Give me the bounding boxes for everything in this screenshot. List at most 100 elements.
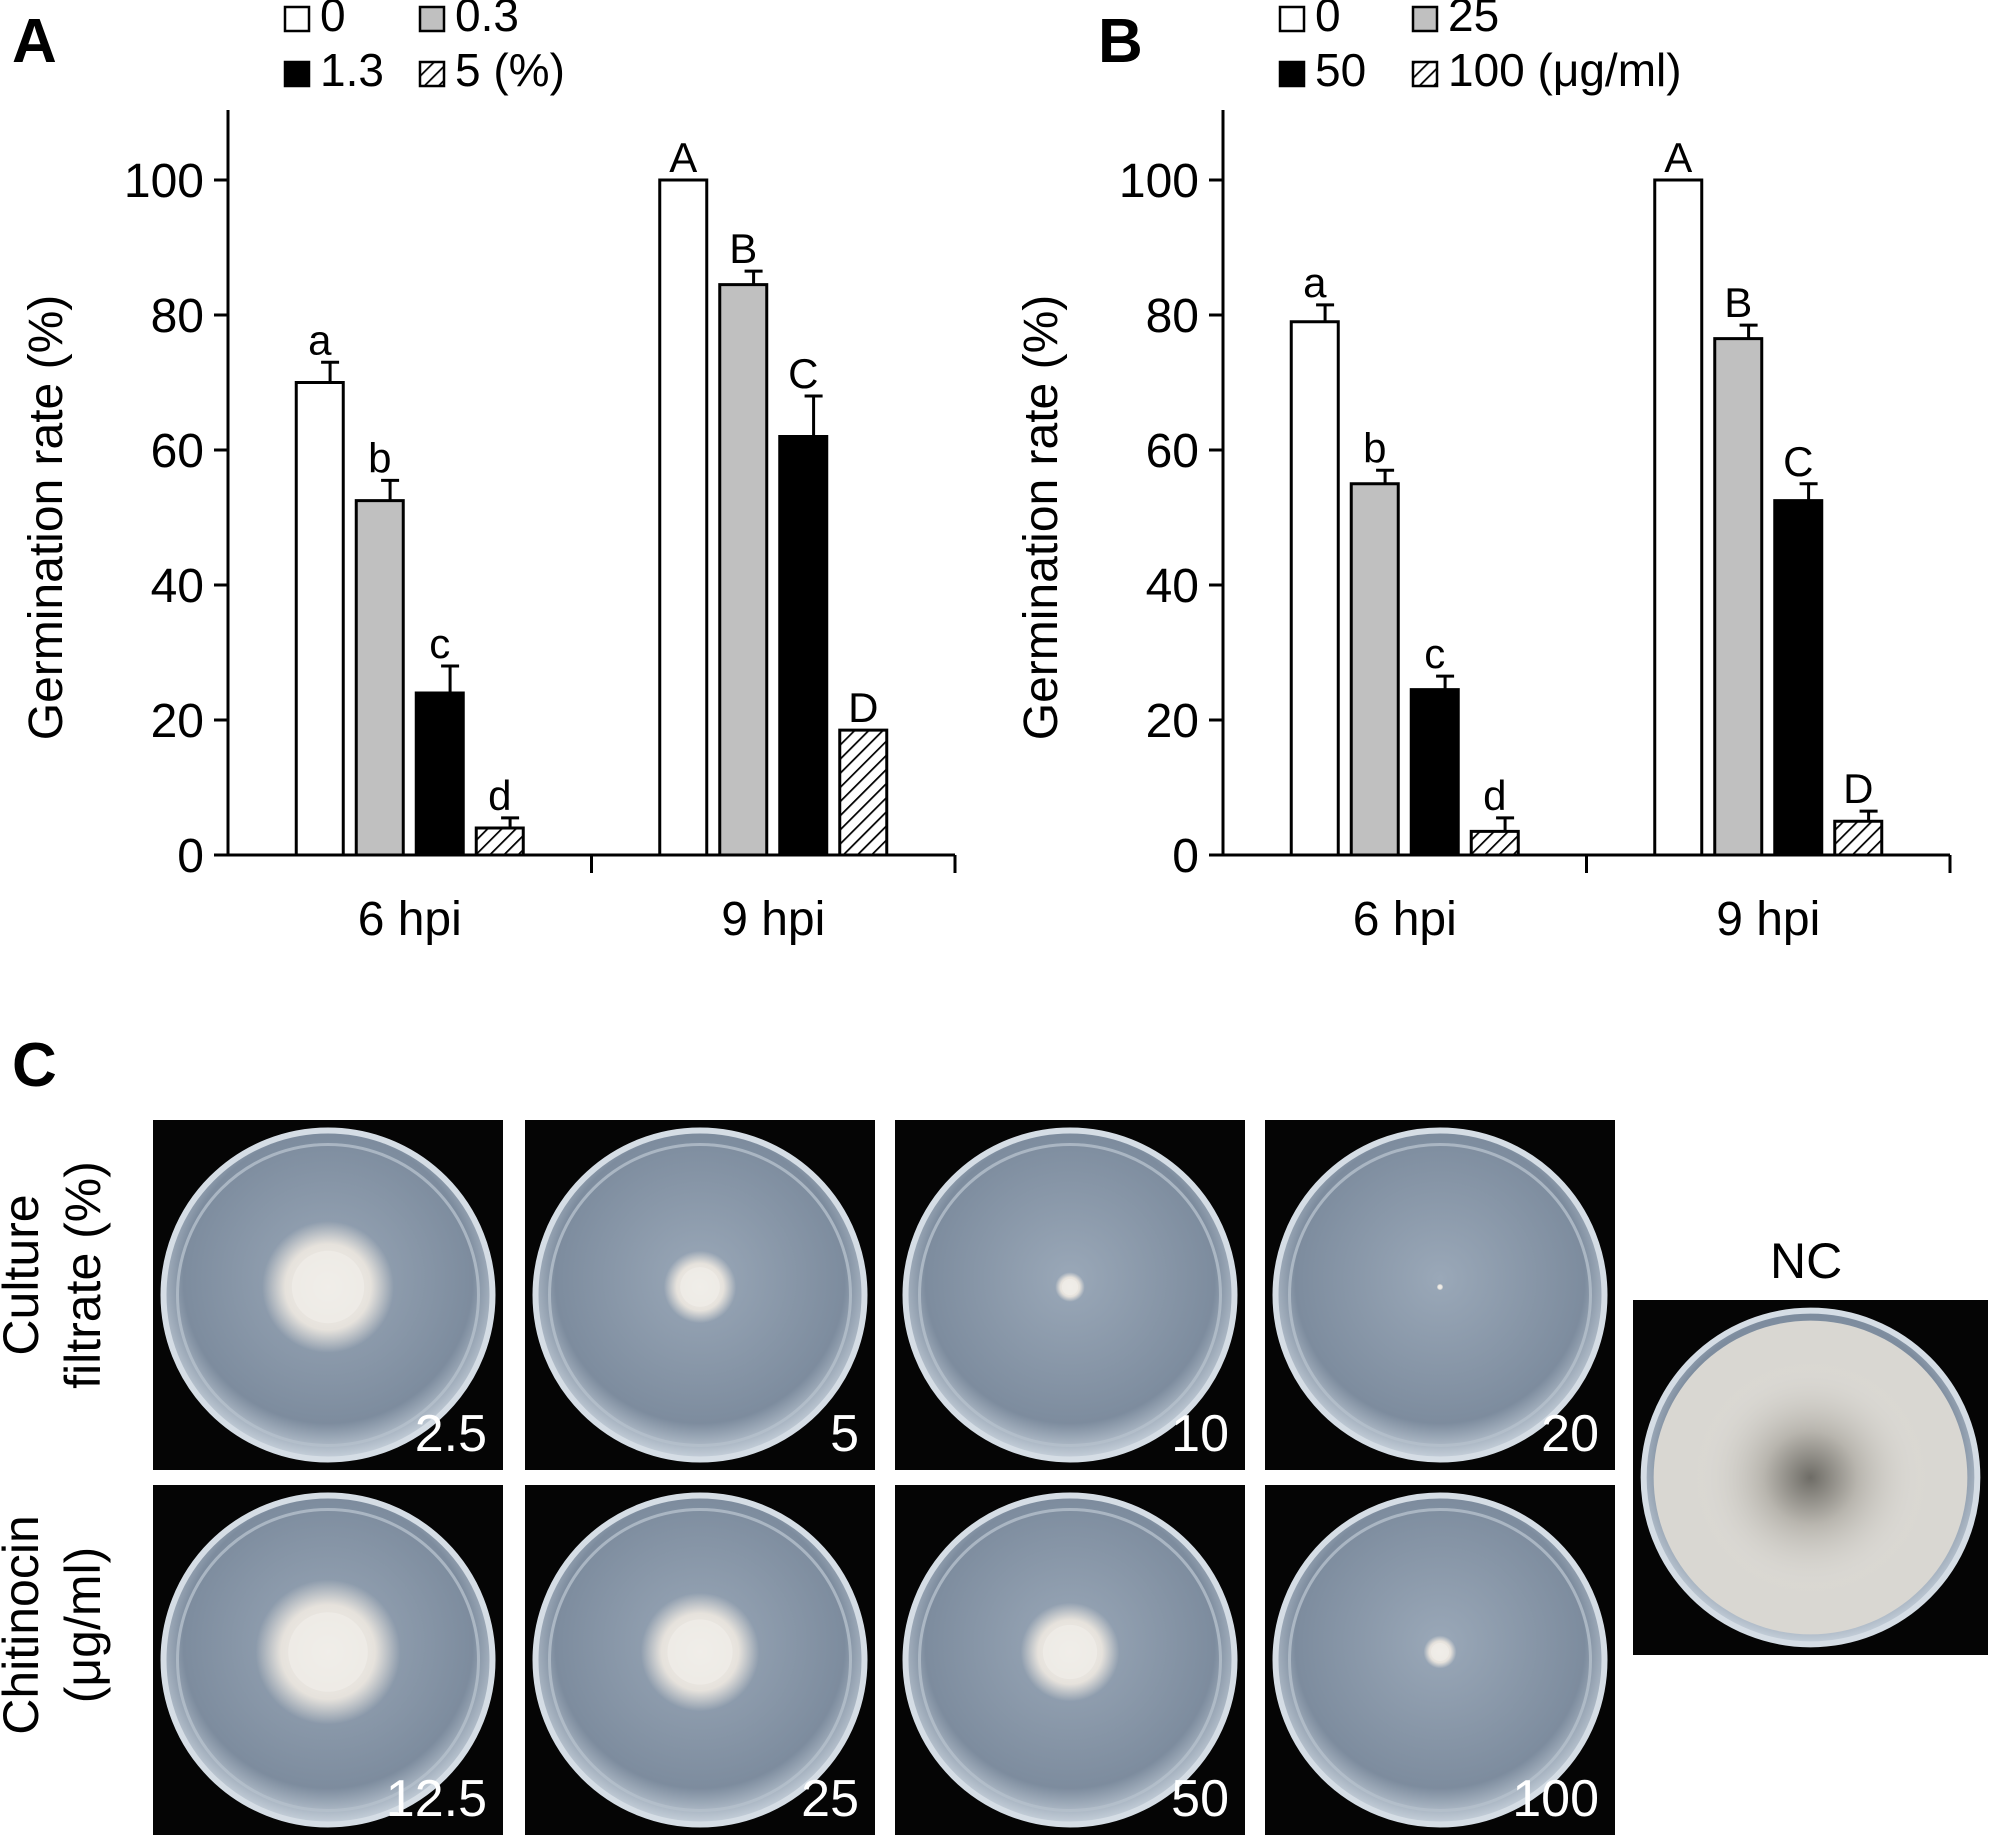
x-category-label: 9 hpi: [721, 893, 825, 946]
bar: [474, 826, 525, 857]
significance-letter: c: [1424, 630, 1445, 677]
plate-photo-negative-control: [1633, 1300, 1988, 1655]
colony-core: [1438, 1285, 1442, 1289]
petri-dish-image: [532, 1127, 868, 1463]
panel-letter-c: C: [12, 1031, 57, 1100]
dish: [1272, 1127, 1608, 1463]
colony-core: [291, 1250, 365, 1324]
chart-b: 0 20 40 60 80 100 Germination rate (%) a b c d 6 hp…: [1015, 0, 1952, 946]
significance-letter: D: [1843, 765, 1873, 812]
x-category-label: 9 hpi: [1716, 893, 1820, 946]
y-tick-label: 80: [1146, 290, 1199, 343]
y-tick-label: 0: [177, 830, 204, 883]
dish-rim: [918, 1143, 1222, 1447]
bar: [354, 499, 405, 857]
petri-dish-image: [532, 1492, 868, 1828]
legend-label: 25: [1448, 0, 1499, 41]
legend-label: 0: [1315, 0, 1341, 41]
legend-label: 1.3: [320, 44, 384, 96]
petri-dish-image: [1640, 1307, 1981, 1648]
legend-label: 0: [320, 0, 346, 41]
plate-concentration-label: 100: [1512, 1770, 1599, 1828]
colony-core: [1430, 1642, 1450, 1662]
significance-letter: C: [788, 350, 818, 397]
colony-core: [667, 1619, 733, 1685]
bar: [1349, 482, 1400, 857]
legend-swatch: [1278, 5, 1306, 33]
colony-core: [1061, 1278, 1079, 1296]
plate-photo-chitinocin-1: 12.5: [153, 1485, 503, 1835]
y-tick-label: 20: [151, 695, 204, 748]
plate-concentration-label: 20: [1541, 1405, 1599, 1463]
bar: [1653, 178, 1704, 857]
x-category-label: 6 hpi: [1353, 893, 1457, 946]
plate-photo-filtrate-1: 2.5: [153, 1120, 503, 1470]
significance-letter: B: [1724, 279, 1752, 326]
y-tick-label: 100: [1119, 155, 1199, 208]
panel-letter-a: A: [12, 7, 57, 76]
legend-label: 0.3: [455, 0, 519, 41]
x-category-label: 6 hpi: [358, 893, 462, 946]
y-axis-label: Germination rate (%): [20, 295, 73, 740]
bar: [1289, 320, 1340, 857]
bar: [1773, 499, 1824, 857]
row-label-line-1: Chitinocin: [0, 1515, 49, 1735]
petri-dish-image: [1272, 1492, 1608, 1828]
colony-core: [288, 1612, 368, 1692]
y-tick-label: 0: [1172, 830, 1199, 883]
dish-rim: [1288, 1143, 1592, 1447]
plate-photo-filtrate-2: 5: [525, 1120, 875, 1470]
significance-letter: C: [1783, 438, 1813, 485]
plate-concentration-label: 2.5: [414, 1405, 487, 1463]
y-tick-label: 100: [124, 155, 204, 208]
legend-swatch: [1278, 60, 1306, 88]
petri-dish-image: [1272, 1127, 1608, 1463]
row-label-line-2: (μg/ml): [55, 1546, 111, 1704]
plate-photo-filtrate-4: 20: [1265, 1120, 1615, 1470]
legend-swatch: [418, 60, 446, 88]
significance-letter: A: [1664, 134, 1692, 181]
significance-letter: D: [848, 684, 878, 731]
plate-concentration-label: 10: [1171, 1405, 1229, 1463]
legend-label: 100 (μg/ml): [1448, 44, 1682, 96]
significance-letter: d: [1483, 772, 1506, 819]
nc-label: NC: [1770, 1233, 1843, 1289]
petri-dish-image: [902, 1127, 1238, 1463]
bar: [1833, 819, 1884, 857]
legend-swatch: [1411, 5, 1439, 33]
bar: [778, 435, 829, 857]
petri-dish-image: [160, 1127, 496, 1463]
plate-photo-chitinocin-3: 50: [895, 1485, 1245, 1835]
y-tick-label: 80: [151, 290, 204, 343]
y-tick-label: 60: [151, 425, 204, 478]
significance-letter: a: [1303, 259, 1327, 306]
petri-dish-image: [902, 1492, 1238, 1828]
bar: [1409, 688, 1460, 857]
significance-letter: A: [669, 134, 697, 181]
legend-swatch: [283, 60, 311, 88]
colony-center: [1693, 1360, 1928, 1595]
dish-rim: [548, 1508, 852, 1812]
significance-letter: b: [1363, 424, 1386, 471]
y-tick-label: 40: [1146, 560, 1199, 613]
dish-rim: [176, 1508, 480, 1812]
panel-letter-b: B: [1098, 7, 1143, 76]
plate-concentration-label: 25: [801, 1770, 859, 1828]
dish-rim: [176, 1143, 480, 1447]
legend-label: 5 (%): [455, 44, 565, 96]
y-tick-label: 60: [1146, 425, 1199, 478]
y-tick-label: 20: [1146, 695, 1199, 748]
bar: [838, 728, 889, 857]
legend-swatch: [418, 5, 446, 33]
dish-rim: [548, 1143, 852, 1447]
bar: [1713, 337, 1764, 857]
significance-letter: c: [429, 620, 450, 667]
legend-label: 50: [1315, 44, 1366, 96]
y-axis-label: Germination rate (%): [1015, 295, 1068, 740]
significance-letter: b: [368, 434, 391, 481]
bar: [414, 691, 465, 857]
legend-swatch: [1411, 60, 1439, 88]
petri-dish-image: [160, 1492, 496, 1828]
plate-photo-chitinocin-4: 100: [1265, 1485, 1615, 1835]
legend-swatch: [283, 5, 311, 33]
